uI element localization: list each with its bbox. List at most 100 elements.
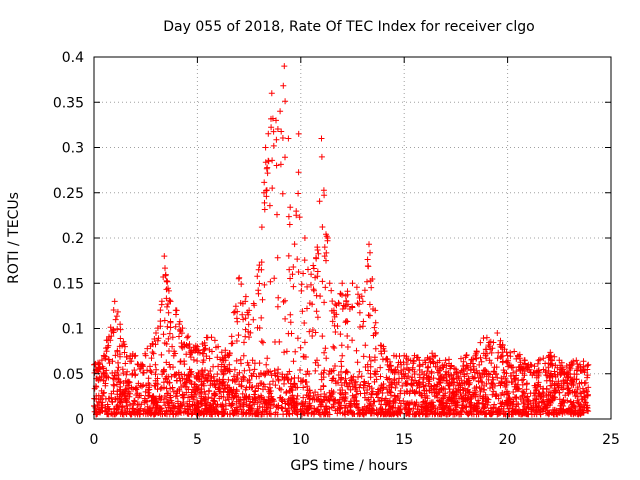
roti-point <box>494 330 501 336</box>
roti-point <box>392 396 399 403</box>
roti-point <box>147 368 154 374</box>
roti-point <box>463 403 470 410</box>
roti-point <box>381 348 388 355</box>
roti-point <box>108 328 115 335</box>
roti-point <box>268 90 275 97</box>
roti-point <box>382 397 389 404</box>
roti-point <box>547 373 554 380</box>
roti-point <box>583 387 590 394</box>
roti-point <box>270 128 277 135</box>
roti-point <box>565 405 572 412</box>
roti-point <box>147 409 153 416</box>
roti-point <box>366 241 372 248</box>
roti-point <box>376 398 383 405</box>
roti-point <box>178 410 185 416</box>
roti-point <box>314 357 320 364</box>
roti-point <box>354 411 361 418</box>
roti-point <box>442 357 449 364</box>
roti-point <box>261 281 268 288</box>
roti-point <box>412 410 418 417</box>
roti-point <box>356 309 363 316</box>
roti-point <box>371 410 377 417</box>
roti-point <box>179 401 186 408</box>
roti-point <box>472 389 478 396</box>
roti-point <box>215 343 222 350</box>
roti-point <box>282 297 288 304</box>
roti-point <box>411 368 418 375</box>
roti-point <box>110 307 117 313</box>
roti-point <box>202 345 209 352</box>
roti-point <box>221 410 228 417</box>
roti-point <box>124 405 131 412</box>
roti-point <box>377 364 384 371</box>
roti-point <box>367 370 374 377</box>
roti-point <box>312 367 319 374</box>
roti-point <box>152 383 159 389</box>
roti-point <box>198 400 205 407</box>
roti-point <box>406 401 412 408</box>
roti-point <box>285 252 292 259</box>
roti-point <box>557 372 564 378</box>
roti-point <box>489 374 496 381</box>
roti-point <box>103 348 110 355</box>
roti-point <box>556 389 563 396</box>
roti-point <box>498 353 505 360</box>
roti-point <box>275 294 282 301</box>
roti-point <box>102 355 109 362</box>
roti-point <box>259 296 266 303</box>
roti-point <box>522 360 528 367</box>
roti-point <box>269 396 276 403</box>
roti-point <box>510 411 517 418</box>
roti-point <box>579 385 586 392</box>
roti-point <box>145 375 152 382</box>
roti-point <box>532 400 539 407</box>
roti-point <box>222 347 229 354</box>
roti-point <box>500 405 507 412</box>
roti-point <box>318 135 325 142</box>
y-tick-label: 0 <box>75 412 84 428</box>
roti-point <box>224 368 231 374</box>
roti-point <box>181 361 188 368</box>
roti-point <box>117 321 124 328</box>
roti-point <box>450 382 457 388</box>
roti-point <box>323 249 330 256</box>
roti-point <box>552 373 559 380</box>
roti-point <box>343 298 350 305</box>
roti-point <box>270 142 277 149</box>
roti-point <box>156 409 162 416</box>
roti-point <box>287 204 294 211</box>
roti-point <box>297 344 304 351</box>
roti-point <box>167 392 174 399</box>
roti-point <box>138 392 144 399</box>
roti-point <box>344 333 351 339</box>
roti-point <box>120 380 127 387</box>
roti-point <box>157 406 163 413</box>
roti-point <box>543 410 549 417</box>
roti-point <box>533 411 540 418</box>
roti-point <box>225 376 232 383</box>
roti-point <box>531 369 538 376</box>
roti-point <box>460 358 467 365</box>
roti-point <box>180 394 186 401</box>
roti-point <box>205 387 212 394</box>
roti-point <box>146 392 153 399</box>
roti-point <box>351 400 358 407</box>
roti-point <box>314 391 321 398</box>
roti-point <box>475 397 482 404</box>
roti-point <box>303 379 310 385</box>
roti-point <box>468 367 474 374</box>
roti-point <box>473 404 480 410</box>
roti-point <box>585 361 592 368</box>
roti-point <box>287 395 294 402</box>
roti-point <box>354 404 361 411</box>
roti-point <box>290 264 297 270</box>
roti-point <box>230 373 237 380</box>
roti-point <box>397 387 404 394</box>
roti-point <box>261 206 268 213</box>
roti-point <box>330 307 337 314</box>
roti-point <box>369 388 376 395</box>
roti-point <box>440 374 447 381</box>
roti-point <box>472 393 479 400</box>
roti-point <box>334 405 341 412</box>
roti-point <box>234 318 241 325</box>
